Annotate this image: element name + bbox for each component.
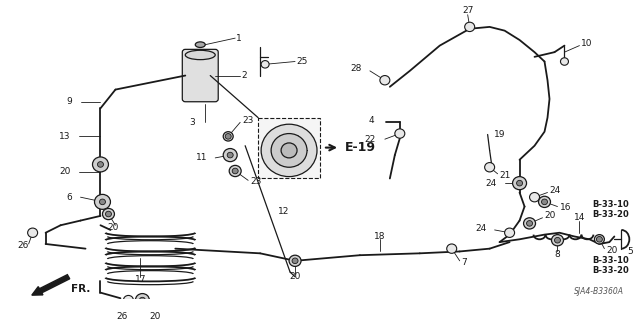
Text: 20: 20	[59, 167, 70, 176]
Circle shape	[223, 149, 237, 162]
Text: 26: 26	[116, 312, 128, 319]
Text: 28: 28	[351, 64, 362, 73]
Circle shape	[136, 293, 149, 307]
Text: 8: 8	[555, 250, 561, 259]
Circle shape	[232, 168, 238, 174]
Text: 11: 11	[196, 153, 207, 162]
Circle shape	[447, 244, 457, 253]
Text: B-33-20: B-33-20	[593, 266, 629, 275]
Circle shape	[223, 132, 233, 141]
Circle shape	[529, 192, 540, 202]
Circle shape	[561, 58, 568, 65]
Text: 14: 14	[573, 213, 585, 222]
Text: 20: 20	[545, 211, 556, 220]
Circle shape	[513, 177, 527, 190]
Text: 23: 23	[242, 116, 253, 125]
Circle shape	[140, 297, 145, 303]
Text: 20: 20	[606, 246, 618, 255]
Circle shape	[102, 208, 115, 220]
Text: 2: 2	[241, 71, 247, 80]
Circle shape	[484, 163, 495, 172]
Text: 13: 13	[59, 132, 70, 141]
Text: B-33-10: B-33-10	[593, 256, 629, 265]
Text: 23: 23	[250, 177, 262, 186]
Text: 24: 24	[550, 186, 561, 195]
Circle shape	[289, 255, 301, 266]
Text: SJA4-B3360A: SJA4-B3360A	[574, 287, 625, 296]
Circle shape	[106, 211, 111, 217]
Text: 27: 27	[462, 6, 474, 16]
Text: FR.: FR.	[70, 284, 90, 294]
Circle shape	[281, 143, 297, 158]
Circle shape	[95, 194, 111, 209]
Circle shape	[261, 61, 269, 68]
Circle shape	[516, 180, 522, 186]
Text: 10: 10	[581, 39, 593, 48]
Circle shape	[225, 134, 231, 139]
Circle shape	[97, 162, 104, 167]
Text: 16: 16	[559, 203, 571, 212]
Circle shape	[395, 129, 405, 138]
Circle shape	[596, 236, 602, 242]
Circle shape	[554, 237, 561, 243]
Circle shape	[527, 220, 532, 226]
Circle shape	[292, 258, 298, 263]
Circle shape	[538, 196, 550, 207]
FancyBboxPatch shape	[258, 118, 320, 178]
Text: 25: 25	[296, 57, 307, 66]
Circle shape	[28, 228, 38, 237]
Circle shape	[99, 199, 106, 205]
Text: 19: 19	[493, 130, 505, 139]
Circle shape	[227, 152, 233, 158]
FancyBboxPatch shape	[182, 49, 218, 102]
Text: 22: 22	[365, 135, 376, 144]
Text: 24: 24	[485, 179, 497, 188]
Ellipse shape	[186, 50, 215, 60]
Text: 17: 17	[134, 275, 146, 284]
Text: 4: 4	[368, 116, 374, 125]
Text: 21: 21	[500, 171, 511, 180]
Text: 24: 24	[476, 224, 486, 233]
Circle shape	[524, 218, 536, 229]
Circle shape	[541, 199, 547, 205]
Circle shape	[93, 157, 108, 172]
Circle shape	[124, 295, 133, 305]
Text: 5: 5	[627, 247, 633, 256]
Text: 26: 26	[17, 241, 28, 250]
Circle shape	[271, 134, 307, 167]
Text: 3: 3	[189, 118, 195, 127]
Circle shape	[380, 76, 390, 85]
Text: 1: 1	[236, 33, 242, 43]
FancyArrow shape	[32, 275, 70, 295]
Circle shape	[552, 234, 563, 246]
Text: 18: 18	[374, 232, 386, 241]
Circle shape	[504, 228, 515, 237]
Text: 9: 9	[67, 97, 72, 106]
Circle shape	[229, 165, 241, 177]
Text: 6: 6	[67, 193, 72, 202]
Text: 12: 12	[278, 207, 289, 216]
Circle shape	[595, 234, 604, 244]
Text: E-19: E-19	[345, 141, 376, 154]
Text: B-33-10: B-33-10	[593, 200, 629, 209]
Circle shape	[465, 22, 475, 32]
Ellipse shape	[195, 42, 205, 48]
Text: B-33-20: B-33-20	[593, 210, 629, 219]
Text: 20: 20	[289, 272, 301, 281]
Text: 20: 20	[108, 223, 119, 232]
Text: 20: 20	[150, 312, 161, 319]
Circle shape	[261, 124, 317, 177]
Text: 7: 7	[461, 258, 467, 267]
